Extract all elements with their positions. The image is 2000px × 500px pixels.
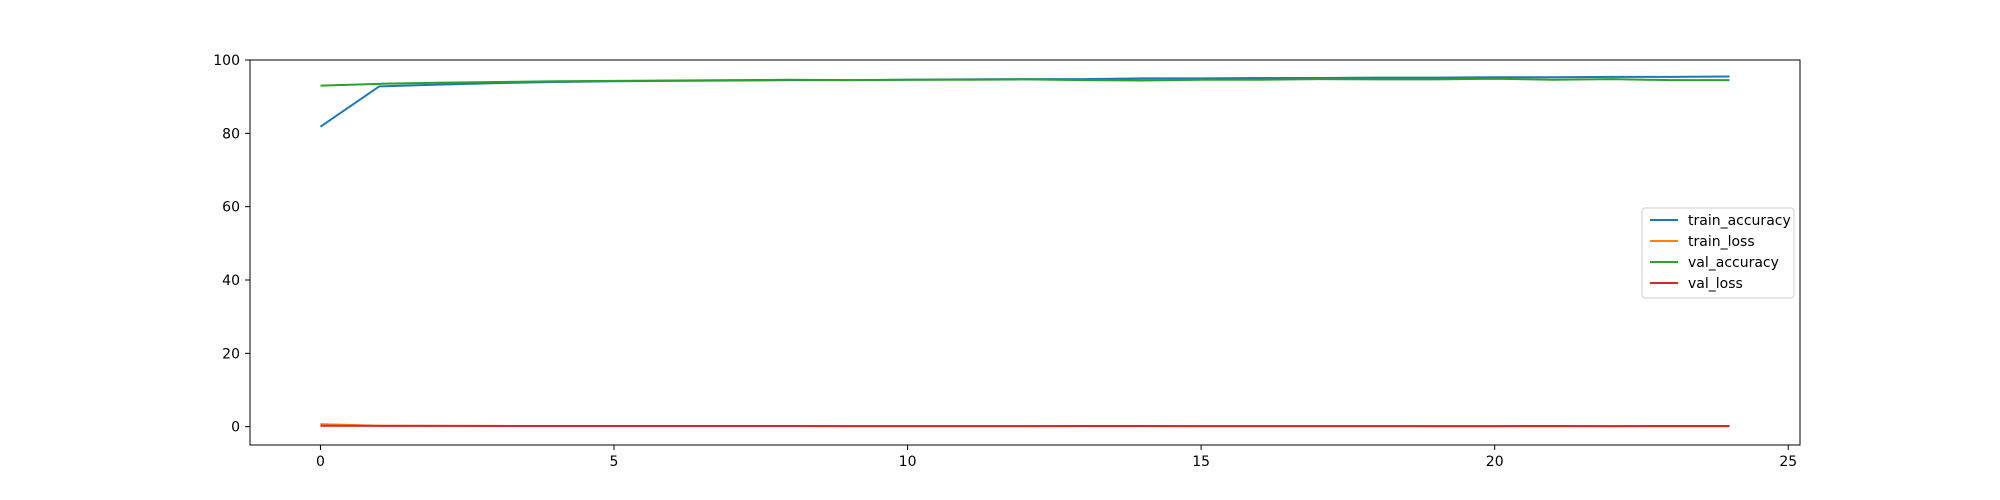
plot-area <box>250 60 1800 445</box>
plot-frame <box>249 59 1801 446</box>
x-tick-label: 25 <box>1779 454 1797 470</box>
y-tick-label: 40 <box>222 273 240 289</box>
x-axis: 0 5 10 15 20 25 <box>316 445 1797 470</box>
legend-label-train_loss: train_loss <box>1688 234 1755 250</box>
x-tick-label: 0 <box>316 454 325 470</box>
x-tick-label: 5 <box>610 454 619 470</box>
y-tick-label: 20 <box>222 346 240 362</box>
x-tick-label: 15 <box>1192 454 1210 470</box>
x-tick-label: 20 <box>1486 454 1504 470</box>
legend-label-val_loss: val_loss <box>1688 276 1743 292</box>
x-tick-label: 10 <box>899 454 917 470</box>
y-tick-label: 0 <box>231 420 240 436</box>
legend-label-train_accuracy: train_accuracy <box>1688 213 1791 229</box>
series-layer <box>319 75 1730 428</box>
series-line-val_accuracy <box>320 77 1730 87</box>
y-tick-label: 100 <box>213 53 240 69</box>
legend: train_accuracy train_loss val_accuracy val_… <box>1641 207 1795 299</box>
y-tick-label: 80 <box>222 126 240 142</box>
legend-box <box>1641 207 1795 299</box>
legend-label-val_accuracy: val_accuracy <box>1688 255 1779 271</box>
y-tick-label: 60 <box>222 200 240 216</box>
y-axis: 0 20 40 60 80 100 <box>213 53 250 436</box>
